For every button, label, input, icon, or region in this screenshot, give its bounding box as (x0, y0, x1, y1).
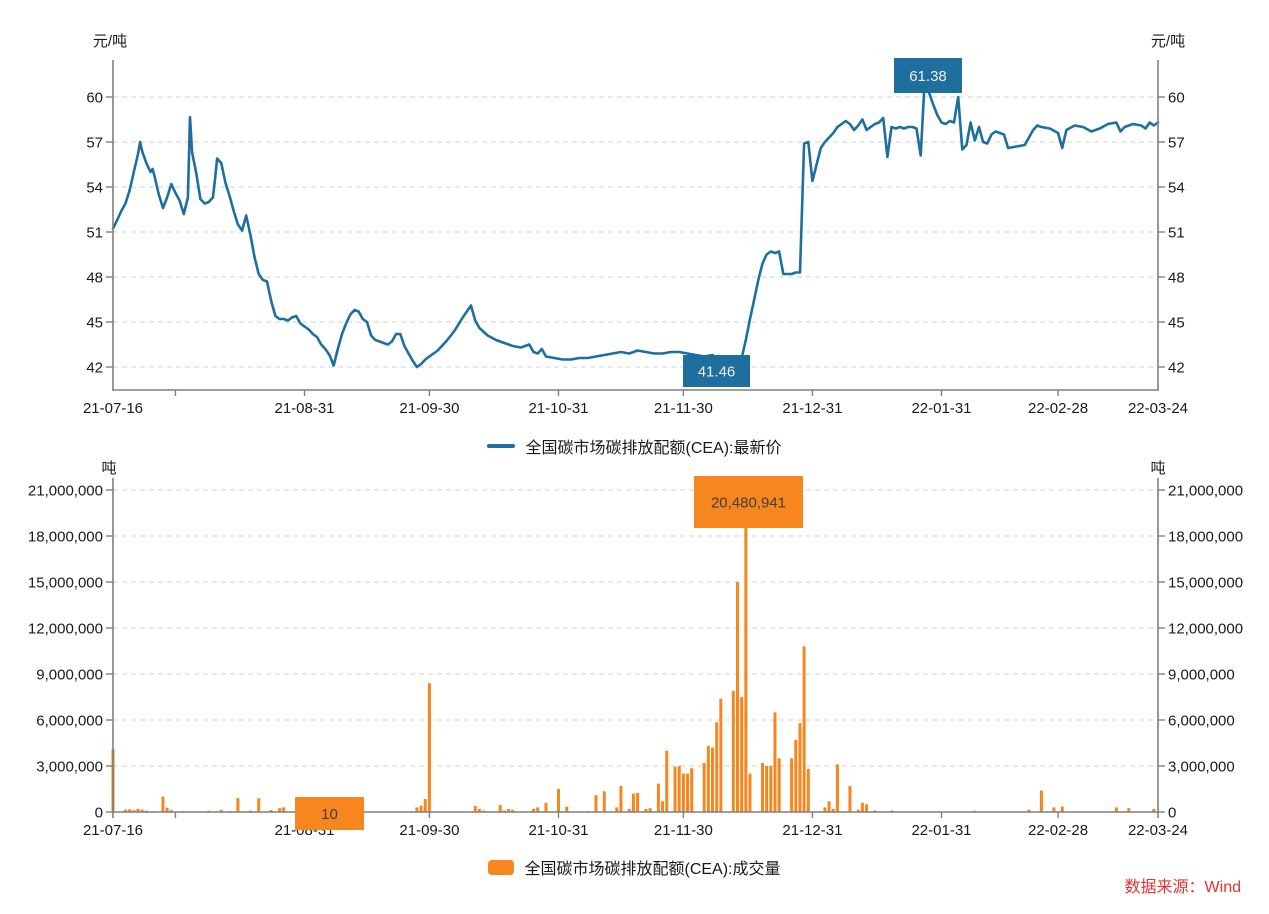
svg-text:21-07-16: 21-07-16 (83, 822, 143, 839)
svg-text:18,000,000: 18,000,000 (28, 529, 103, 546)
svg-text:3,000,000: 3,000,000 (36, 759, 103, 776)
volume-legend-bar-swatch (488, 859, 515, 875)
svg-text:41.46: 41.46 (698, 364, 736, 381)
svg-text:21-07-16: 21-07-16 (83, 400, 143, 417)
svg-text:22-03-24: 22-03-24 (1128, 822, 1188, 839)
svg-text:3,000,000: 3,000,000 (1168, 759, 1235, 776)
svg-text:22-01-31: 22-01-31 (911, 822, 971, 839)
svg-text:21,000,000: 21,000,000 (1168, 483, 1243, 500)
svg-text:15,000,000: 15,000,000 (28, 575, 103, 592)
svg-text:51: 51 (1168, 225, 1185, 242)
svg-text:18,000,000: 18,000,000 (1168, 529, 1243, 546)
svg-text:22-02-28: 22-02-28 (1028, 822, 1088, 839)
svg-text:21-09-30: 21-09-30 (399, 400, 459, 417)
svg-text:元/吨: 元/吨 (1151, 33, 1185, 50)
svg-text:48: 48 (86, 270, 103, 287)
svg-text:0: 0 (1168, 805, 1176, 822)
svg-text:0: 0 (95, 805, 103, 822)
svg-text:9,000,000: 9,000,000 (1168, 667, 1235, 684)
svg-text:45: 45 (1168, 315, 1185, 332)
svg-text:21-12-31: 21-12-31 (782, 822, 842, 839)
svg-text:21-11-30: 21-11-30 (654, 822, 713, 839)
svg-text:9,000,000: 9,000,000 (36, 667, 103, 684)
volume-legend-label: 全国碳市场碳排放配额(CEA):成交量 (524, 861, 781, 878)
svg-text:21,000,000: 21,000,000 (28, 483, 103, 500)
svg-text:57: 57 (86, 135, 103, 152)
svg-text:54: 54 (1168, 180, 1185, 197)
svg-text:48: 48 (1168, 270, 1185, 287)
svg-text:60: 60 (1168, 90, 1185, 107)
svg-text:21-08-31: 21-08-31 (274, 400, 334, 417)
svg-text:45: 45 (86, 315, 103, 332)
svg-text:10: 10 (321, 806, 338, 823)
svg-text:21-10-31: 21-10-31 (528, 400, 588, 417)
svg-text:42: 42 (1168, 360, 1185, 377)
svg-text:6,000,000: 6,000,000 (36, 713, 103, 730)
svg-text:21-09-30: 21-09-30 (399, 822, 459, 839)
price-line-chart: 42 42 45 45 48 48 51 51 54 54 57 57 60 60 21-07-16 21-0… (83, 33, 1188, 417)
svg-text:60: 60 (86, 90, 103, 107)
svg-text:12,000,000: 12,000,000 (28, 621, 103, 638)
price-legend: 全国碳市场碳排放配额(CEA):最新价 (0, 435, 1269, 457)
svg-text:12,000,000: 12,000,000 (1168, 621, 1243, 638)
svg-text:61.38: 61.38 (909, 68, 947, 85)
data-source-note: 数据来源：Wind (1124, 879, 1241, 896)
svg-text:6,000,000: 6,000,000 (1168, 713, 1235, 730)
svg-text:吨: 吨 (101, 460, 116, 477)
svg-text:22-01-31: 22-01-31 (911, 400, 971, 417)
svg-text:22-03-24: 22-03-24 (1128, 400, 1188, 417)
svg-text:元/吨: 元/吨 (93, 33, 127, 50)
svg-text:57: 57 (1168, 135, 1185, 152)
svg-text:21-10-31: 21-10-31 (528, 822, 588, 839)
svg-text:吨: 吨 (1150, 460, 1165, 477)
volume-bar-chart: 0 0 3,000,000 3,000,000 6,000,000 6,000,000 9,… (28, 460, 1243, 839)
svg-text:51: 51 (86, 225, 103, 242)
price-legend-line-swatch (487, 444, 516, 448)
svg-text:42: 42 (86, 360, 103, 377)
svg-text:21-11-30: 21-11-30 (654, 400, 713, 417)
svg-text:54: 54 (86, 180, 103, 197)
price-legend-label: 全国碳市场碳排放配额(CEA):最新价 (525, 440, 782, 457)
svg-text:21-12-31: 21-12-31 (782, 400, 842, 417)
volume-legend: 全国碳市场碳排放配额(CEA):成交量 (0, 856, 1269, 878)
svg-text:20,480,941: 20,480,941 (711, 495, 786, 512)
svg-text:15,000,000: 15,000,000 (1168, 575, 1243, 592)
svg-text:22-02-28: 22-02-28 (1028, 400, 1088, 417)
